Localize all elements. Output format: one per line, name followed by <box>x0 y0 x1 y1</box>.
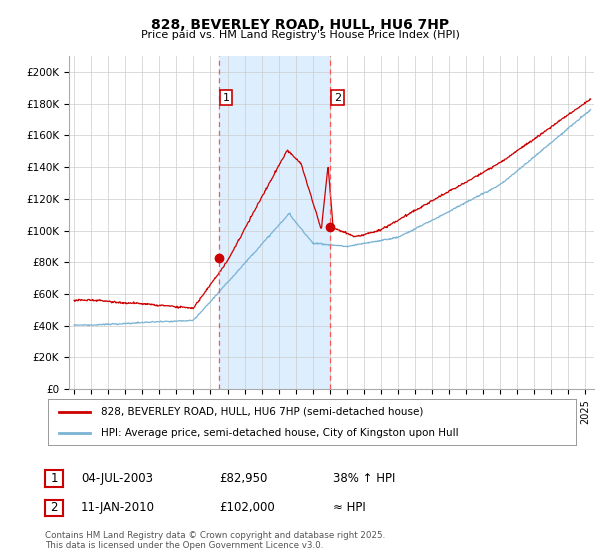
Text: 2: 2 <box>50 501 58 515</box>
Text: 828, BEVERLEY ROAD, HULL, HU6 7HP (semi-detached house): 828, BEVERLEY ROAD, HULL, HU6 7HP (semi-… <box>101 407 423 417</box>
Text: HPI: Average price, semi-detached house, City of Kingston upon Hull: HPI: Average price, semi-detached house,… <box>101 428 458 438</box>
Text: £82,950: £82,950 <box>219 472 268 486</box>
Text: 38% ↑ HPI: 38% ↑ HPI <box>333 472 395 486</box>
Text: 11-JAN-2010: 11-JAN-2010 <box>81 501 155 515</box>
Text: Price paid vs. HM Land Registry's House Price Index (HPI): Price paid vs. HM Land Registry's House … <box>140 30 460 40</box>
Text: £102,000: £102,000 <box>219 501 275 515</box>
Text: 828, BEVERLEY ROAD, HULL, HU6 7HP: 828, BEVERLEY ROAD, HULL, HU6 7HP <box>151 18 449 32</box>
Text: 2: 2 <box>334 92 341 102</box>
Text: 1: 1 <box>223 92 229 102</box>
Text: 04-JUL-2003: 04-JUL-2003 <box>81 472 153 486</box>
Bar <box>219 56 331 389</box>
Text: 1: 1 <box>50 472 58 486</box>
Text: Contains HM Land Registry data © Crown copyright and database right 2025.
This d: Contains HM Land Registry data © Crown c… <box>45 530 385 550</box>
Text: ≈ HPI: ≈ HPI <box>333 501 366 515</box>
